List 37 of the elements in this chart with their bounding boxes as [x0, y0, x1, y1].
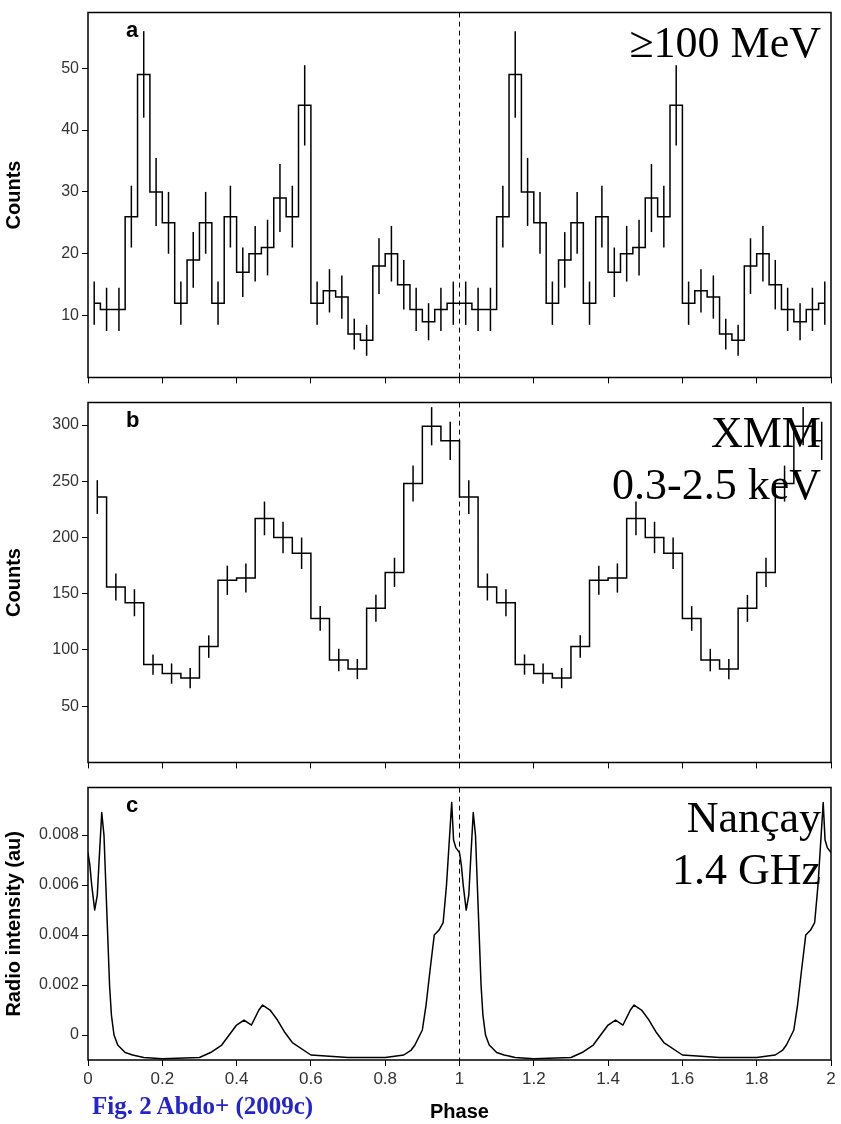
y-tick-label: 150 [52, 584, 80, 602]
y-tick-label: 50 [61, 696, 80, 714]
y-tick-label: 200 [52, 527, 80, 545]
y-tick-label: 30 [61, 182, 80, 200]
x-tick-label: 1.4 [596, 1068, 620, 1088]
x-tick-label: 0 [83, 1068, 93, 1088]
y-tick-label: 100 [52, 640, 80, 658]
x-tick-label: 1.2 [521, 1068, 546, 1088]
x-tick-label: 0.2 [150, 1068, 175, 1088]
x-tick-label: 0.6 [299, 1068, 323, 1088]
y-tick-label: 0.008 [38, 825, 80, 843]
annotation: ≥100 MeV [629, 17, 822, 67]
x-tick-label: 2 [826, 1068, 836, 1088]
x-tick-label: 1 [454, 1068, 465, 1088]
y-tick-label: 0 [70, 1025, 80, 1043]
annotation: c [126, 791, 139, 817]
x-tick-label: 1.8 [744, 1068, 769, 1088]
y-tick-label: 0.006 [38, 875, 80, 893]
annotation: Nançay [686, 792, 821, 842]
y-axis-title: Counts [1, 548, 24, 617]
annotation: a [126, 16, 139, 42]
y-tick-label: 250 [52, 471, 80, 489]
y-tick-label: 10 [61, 305, 80, 323]
x-tick-label: 0.8 [373, 1068, 398, 1088]
y-tick-label: 300 [52, 415, 80, 433]
y-tick-label: 40 [61, 120, 80, 138]
x-tick-label: 0.4 [224, 1068, 249, 1088]
y-tick-label: 50 [61, 58, 80, 76]
y-axis-title: Radio intensity (au) [1, 831, 24, 1017]
y-tick-label: 20 [61, 244, 80, 262]
x-tick-label: 1.6 [670, 1068, 695, 1088]
y-axis-title: Counts [1, 160, 24, 230]
y-tick-label: 0.004 [38, 925, 80, 943]
y-tick-label: 0.002 [38, 975, 80, 993]
x-axis-title: Phase [430, 1099, 489, 1122]
annotation: b [126, 406, 140, 432]
caption: Fig. 2 Abdo+ (2009c) [92, 1092, 314, 1120]
